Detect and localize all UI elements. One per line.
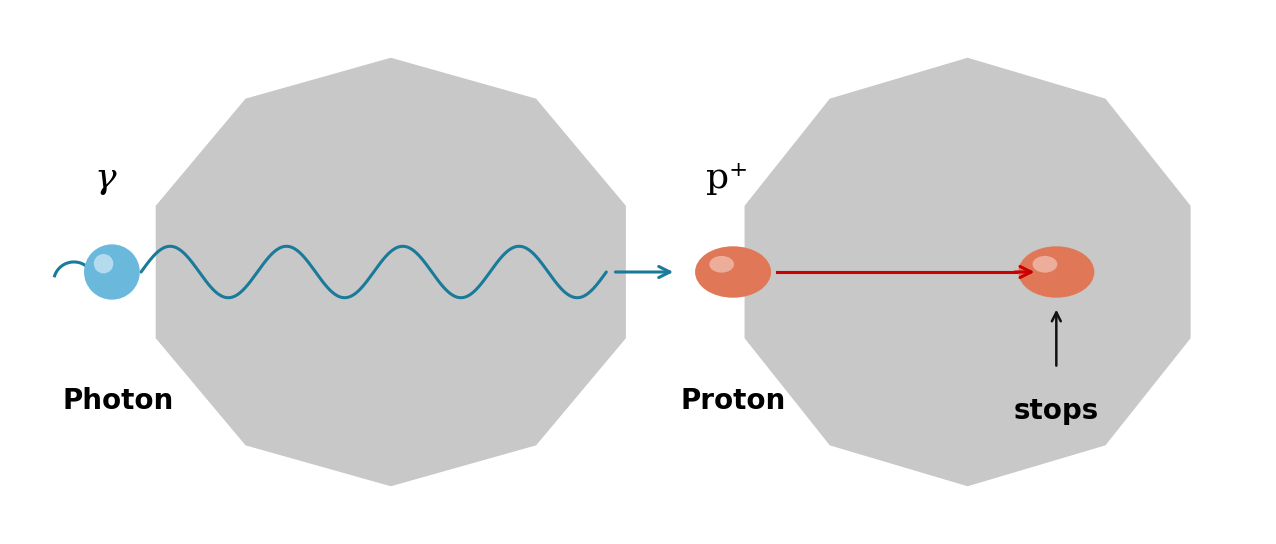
Ellipse shape (709, 256, 734, 273)
Text: Proton: Proton (680, 387, 786, 415)
Polygon shape (745, 58, 1191, 486)
Ellipse shape (1018, 246, 1095, 298)
Ellipse shape (94, 254, 114, 274)
Text: p⁺: p⁺ (706, 161, 748, 195)
Ellipse shape (84, 244, 140, 300)
Polygon shape (156, 58, 627, 486)
Text: γ: γ (94, 161, 116, 195)
Ellipse shape (695, 246, 771, 298)
Ellipse shape (1032, 256, 1058, 273)
Text: stops: stops (1013, 397, 1099, 425)
Text: Photon: Photon (63, 387, 174, 415)
